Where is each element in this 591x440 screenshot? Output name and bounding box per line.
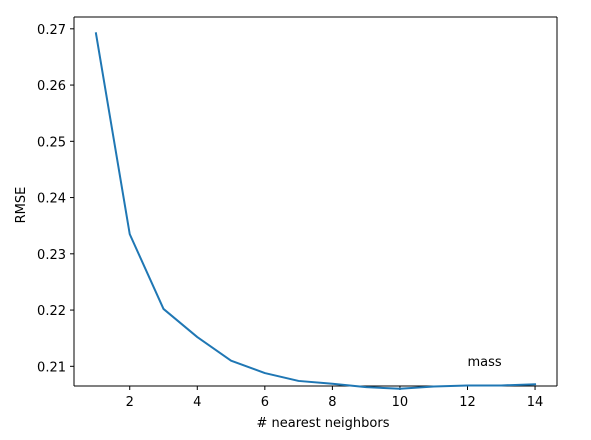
series-point [365,386,367,388]
y-tick-label: 0.26 [37,79,66,94]
series-point [331,383,333,385]
series-point [534,383,536,385]
x-tick-label: 8 [328,395,336,410]
series-line-rmse [94,32,537,390]
x-tick-label: 12 [459,395,476,410]
series-point [129,233,131,235]
series-point [466,384,468,386]
y-axis-label: RMSE [14,187,29,224]
y-tick-label: 0.23 [37,248,66,263]
plot-area [73,16,558,387]
series-point [298,380,300,382]
axis-ticks: 2 4 6 8 10 12 14 0.21 0.22 0.23 0.24 0.25 0.26 0.27 [37,23,543,410]
x-tick-label: 10 [392,395,409,410]
series-point [196,336,198,338]
series-point [500,384,502,386]
y-tick-label: 0.24 [37,192,66,207]
y-tick-label: 0.25 [37,135,66,150]
series-point [433,386,435,388]
x-axis-label: # nearest neighbors [257,416,390,431]
annotation-label: mass [467,355,501,370]
y-tick-label: 0.21 [37,360,66,375]
series-point [399,388,401,390]
x-tick-label: 2 [126,395,134,410]
x-tick-label: 6 [261,395,269,410]
annotations-layer: mass [467,355,501,370]
series-point [163,308,165,310]
x-tick-label: 14 [527,395,544,410]
series-point [264,372,266,374]
x-tick-label: 4 [193,395,201,410]
series-layer [94,32,537,390]
series-point [95,32,97,34]
y-tick-label: 0.22 [37,304,66,319]
series-point [230,360,232,362]
y-tick-label: 0.27 [37,23,66,38]
